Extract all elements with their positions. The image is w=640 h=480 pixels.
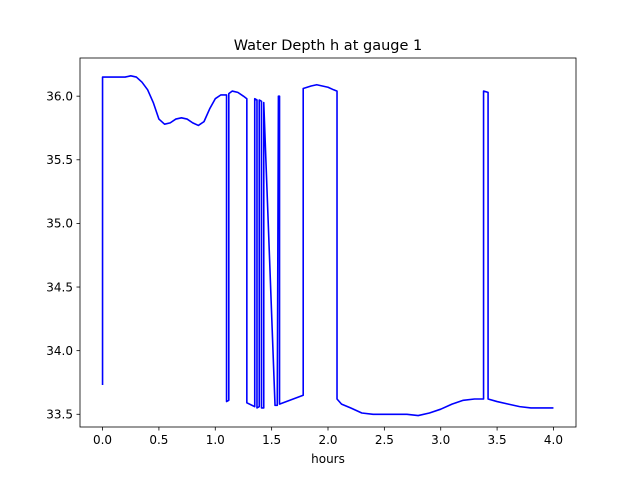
- y-tick-label: 36.0: [46, 89, 73, 103]
- x-axis-label: hours: [311, 452, 345, 466]
- x-tick-label: 3.5: [488, 433, 507, 447]
- series-layer: [101, 75, 554, 417]
- plot-area: [80, 58, 576, 427]
- x-tick-label: 1.5: [262, 433, 281, 447]
- plot-frame: [79, 57, 577, 428]
- y-tick-label: 35.0: [46, 217, 73, 231]
- x-tick-label: 2.0: [318, 433, 337, 447]
- x-tick-label: 3.0: [431, 433, 450, 447]
- y-tick-label: 34.0: [46, 344, 73, 358]
- series-line: [101, 75, 554, 417]
- y-axis: 33.5 34.0 34.5 35.0 35.5 36.0: [46, 89, 80, 422]
- x-tick-label: 1.0: [206, 433, 225, 447]
- x-tick-label: 4.0: [544, 433, 563, 447]
- x-tick-label: 0.5: [149, 433, 168, 447]
- x-tick-label: 0.0: [93, 433, 112, 447]
- chart-title: Water Depth h at gauge 1: [234, 38, 422, 54]
- x-axis: 0.0 0.5 1.0 1.5 2.0 2.5 3.0 3.5 4.0: [93, 427, 563, 447]
- y-tick-label: 35.5: [46, 153, 73, 167]
- y-tick-label: 33.5: [46, 408, 73, 422]
- x-tick-label: 2.5: [375, 433, 394, 447]
- y-tick-label: 34.5: [46, 280, 73, 294]
